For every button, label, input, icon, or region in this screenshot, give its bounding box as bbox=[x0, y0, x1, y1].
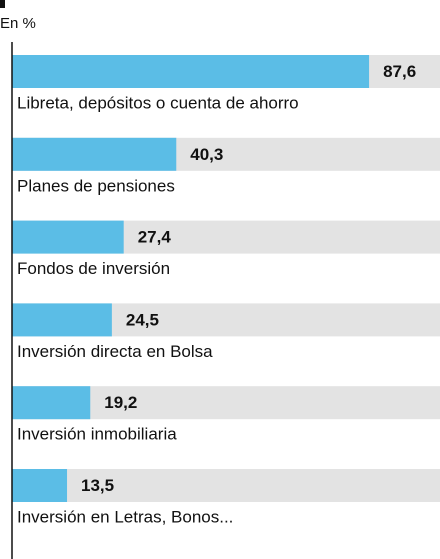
value-label: 13,5 bbox=[81, 476, 114, 495]
value-label: 40,3 bbox=[190, 145, 223, 164]
bar bbox=[12, 386, 91, 420]
bar bbox=[12, 469, 68, 502]
value-label: 24,5 bbox=[126, 310, 159, 329]
bar bbox=[12, 55, 370, 88]
value-label: 27,4 bbox=[138, 228, 172, 247]
title-fragment bbox=[0, 0, 5, 8]
value-label: 87,6 bbox=[383, 62, 416, 81]
category-label: Inversión en Letras, Bonos... bbox=[17, 507, 233, 526]
category-label: Planes de pensiones bbox=[17, 176, 175, 195]
chart-subtitle: En % bbox=[0, 15, 36, 32]
bar-track bbox=[12, 469, 440, 502]
bar bbox=[12, 220, 124, 254]
category-label: Fondos de inversión bbox=[17, 259, 170, 278]
category-label: Libreta, depósitos o cuenta de ahorro bbox=[17, 93, 299, 112]
category-label: Inversión directa en Bolsa bbox=[17, 342, 213, 361]
category-label: Inversión inmobiliaria bbox=[17, 425, 177, 444]
value-label: 19,2 bbox=[104, 393, 137, 412]
bar bbox=[12, 137, 177, 171]
bar bbox=[12, 303, 112, 337]
